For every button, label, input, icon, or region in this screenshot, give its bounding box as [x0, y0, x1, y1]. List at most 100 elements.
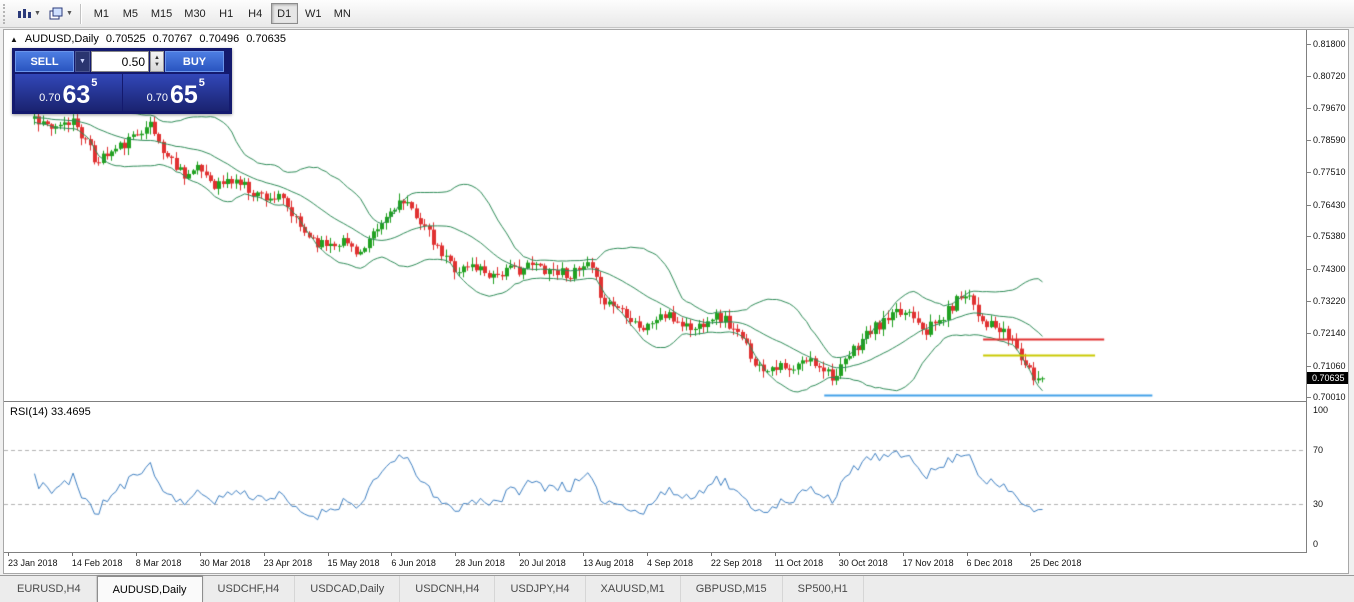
- toolbar: ▼ ▼ M1M5M15M30H1H4D1W1MN: [0, 0, 1354, 28]
- volume-spinner[interactable]: ▲ ▼: [150, 51, 164, 72]
- chart-area: ▲ AUDUSD,Daily 0.70525 0.70767 0.70496 0…: [0, 28, 1354, 575]
- date-axis-label: 28 Jun 2018: [455, 558, 505, 568]
- date-axis-tick: [264, 553, 265, 556]
- ohlc-open: 0.70525: [106, 33, 146, 45]
- date-axis-tick: [72, 553, 73, 556]
- rsi-indicator-canvas[interactable]: [4, 402, 1306, 552]
- price-axis-label: 0.74300: [1313, 264, 1346, 274]
- chart-title-row: ▲ AUDUSD,Daily 0.70525 0.70767 0.70496 0…: [10, 33, 286, 45]
- price-axis-tick: [1307, 269, 1311, 270]
- date-axis-label: 6 Jun 2018: [391, 558, 436, 568]
- sell-price-prefix: 0.70: [39, 92, 60, 108]
- rsi-axis-label: 0: [1313, 539, 1318, 549]
- date-axis-tick: [136, 553, 137, 556]
- ohlc-close: 0.70635: [246, 33, 286, 45]
- timeframe-button-M15[interactable]: M15: [146, 3, 177, 24]
- price-axis-tick: [1307, 172, 1311, 173]
- sell-price-big: 63: [62, 84, 90, 108]
- price-axis-label: 0.81800: [1313, 39, 1346, 49]
- one-click-collapse-icon[interactable]: ▲: [10, 35, 18, 44]
- symbol-tab-GBPUSD-M15[interactable]: GBPUSD,M15: [681, 576, 783, 602]
- templates-group[interactable]: ▼: [45, 4, 75, 24]
- price-axis-label: 0.75380: [1313, 231, 1346, 241]
- date-axis-tick: [647, 553, 648, 556]
- date-axis-label: 11 Oct 2018: [775, 558, 823, 568]
- sell-price[interactable]: 0.70 63 5: [15, 74, 122, 111]
- date-axis-label: 30 Mar 2018: [200, 558, 251, 568]
- price-axis-label: 0.79670: [1313, 103, 1346, 113]
- date-axis-label: 20 Jul 2018: [519, 558, 566, 568]
- date-axis-label: 23 Apr 2018: [264, 558, 313, 568]
- price-axis-label: 0.72140: [1313, 328, 1346, 338]
- date-axis-label: 22 Sep 2018: [711, 558, 762, 568]
- price-axis-tick: [1307, 366, 1311, 367]
- toolbar-drag-handle[interactable]: [3, 4, 10, 24]
- sell-button[interactable]: SELL: [15, 51, 74, 72]
- templates-icon[interactable]: [47, 6, 65, 22]
- date-axis-label: 8 Mar 2018: [136, 558, 182, 568]
- timeframe-button-H1[interactable]: H1: [213, 3, 240, 24]
- symbol-tab-USDJPY-H4[interactable]: USDJPY,H4: [495, 576, 585, 602]
- date-axis-label: 25 Dec 2018: [1030, 558, 1081, 568]
- timeframe-button-W1[interactable]: W1: [300, 3, 327, 24]
- date-axis-tick: [839, 553, 840, 556]
- volume-spin-down-icon[interactable]: ▼: [154, 62, 160, 69]
- price-axis-tick: [1307, 301, 1311, 302]
- price-axis-tick: [1307, 44, 1311, 45]
- price-scale[interactable]: 0.70635 0.818000.807200.796700.785900.77…: [1306, 30, 1349, 553]
- date-axis-tick: [583, 553, 584, 556]
- buy-price[interactable]: 0.70 65 5: [123, 74, 230, 111]
- date-axis-label: 4 Sep 2018: [647, 558, 693, 568]
- price-axis-label: 0.77510: [1313, 167, 1346, 177]
- symbol-tab-SP500-H1[interactable]: SP500,H1: [783, 576, 864, 602]
- buy-button[interactable]: BUY: [165, 51, 224, 72]
- templates-dropdown-icon[interactable]: ▼: [66, 10, 73, 17]
- date-axis-tick: [328, 553, 329, 556]
- symbol-tab-USDCHF-H4[interactable]: USDCHF,H4: [203, 576, 296, 602]
- chart-tab-bar: EURUSD,H4AUDUSD,DailyUSDCHF,H4USDCAD,Dai…: [0, 575, 1354, 602]
- timeframe-buttons: M1M5M15M30H1H4D1W1MN: [87, 3, 357, 24]
- symbol-tab-XAUUSD-M1[interactable]: XAUUSD,M1: [586, 576, 681, 602]
- price-axis-tick: [1307, 76, 1311, 77]
- chart-title: AUDUSD,Daily: [25, 33, 99, 45]
- sell-price-sup: 5: [91, 74, 97, 89]
- timeframe-button-M5[interactable]: M5: [117, 3, 144, 24]
- rsi-axis-label: 70: [1313, 445, 1323, 455]
- timeframe-button-H4[interactable]: H4: [242, 3, 269, 24]
- buy-price-prefix: 0.70: [147, 92, 168, 108]
- volume-dropdown-icon[interactable]: ▼: [75, 51, 90, 72]
- symbol-tab-EURUSD-H4[interactable]: EURUSD,H4: [2, 576, 97, 602]
- price-axis-tick: [1307, 397, 1311, 398]
- date-axis-label: 17 Nov 2018: [903, 558, 954, 568]
- price-axis-tick: [1307, 140, 1311, 141]
- date-axis-tick: [200, 553, 201, 556]
- symbol-tab-USDCNH-H4[interactable]: USDCNH,H4: [400, 576, 495, 602]
- volume-spin-up-icon[interactable]: ▲: [154, 55, 160, 62]
- date-axis[interactable]: 23 Jan 2018 14 Feb 2018 8 Mar 2018 30 Mar 2…: [4, 553, 1348, 573]
- symbol-tab-AUDUSD-Daily[interactable]: AUDUSD,Daily: [97, 576, 203, 602]
- symbol-tab-USDCAD-Daily[interactable]: USDCAD,Daily: [295, 576, 400, 602]
- timeframe-button-MN[interactable]: MN: [329, 3, 356, 24]
- rsi-indicator-label: RSI(14) 33.4695: [10, 406, 91, 418]
- timeframe-button-D1[interactable]: D1: [271, 3, 298, 24]
- chart-type-group[interactable]: ▼: [13, 4, 43, 24]
- timeframe-button-M1[interactable]: M1: [88, 3, 115, 24]
- pane-divider[interactable]: [4, 401, 1348, 402]
- volume-input[interactable]: [91, 51, 149, 72]
- date-axis-label: 23 Jan 2018: [8, 558, 58, 568]
- date-axis-label: 14 Feb 2018: [72, 558, 123, 568]
- one-click-trading-panel: SELL ▼ ▲ ▼ BUY 0.70 63 5: [12, 48, 232, 114]
- buy-price-big: 65: [170, 84, 198, 108]
- date-axis-tick: [711, 553, 712, 556]
- chart-type-icon[interactable]: [15, 6, 33, 22]
- price-axis-tick: [1307, 108, 1311, 109]
- chart-type-dropdown-icon[interactable]: ▼: [34, 10, 41, 17]
- date-axis-label: 15 May 2018: [328, 558, 380, 568]
- chart-window[interactable]: ▲ AUDUSD,Daily 0.70525 0.70767 0.70496 0…: [3, 29, 1349, 574]
- date-axis-tick: [391, 553, 392, 556]
- rsi-axis-label: 30: [1313, 499, 1323, 509]
- toolbar-separator: [80, 4, 82, 24]
- timeframe-button-M30[interactable]: M30: [179, 3, 210, 24]
- date-axis-tick: [967, 553, 968, 556]
- price-axis-label: 0.80720: [1313, 71, 1346, 81]
